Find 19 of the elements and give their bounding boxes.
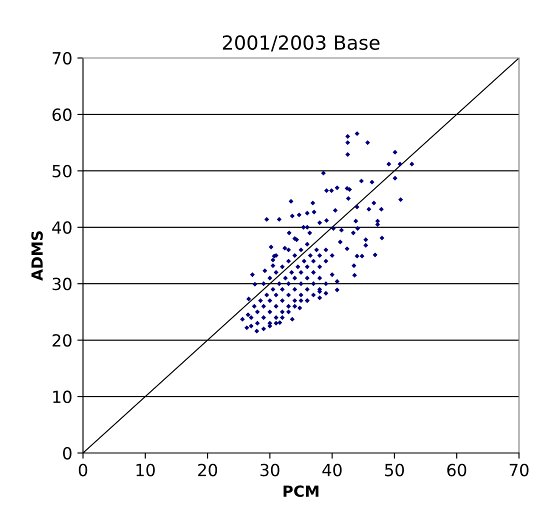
x-tick-label: 10 bbox=[136, 464, 155, 476]
x-tick-label: 20 bbox=[198, 464, 218, 476]
y-axis-title: ADMS bbox=[31, 231, 43, 281]
x-tick-label: 30 bbox=[260, 464, 280, 476]
x-tick-label: 40 bbox=[322, 464, 342, 476]
x-tick-label: 60 bbox=[447, 464, 466, 476]
x-tick-label: 50 bbox=[385, 464, 404, 476]
chart-title: 2001/2003 Base bbox=[222, 35, 380, 52]
x-axis-title: PCM bbox=[284, 485, 318, 497]
x-tick-label: 0 bbox=[78, 464, 88, 476]
y-tick-label: 30 bbox=[52, 278, 72, 290]
y-tick-label: 70 bbox=[52, 52, 72, 65]
y-tick-label: 40 bbox=[52, 221, 72, 234]
y-tick-label: 20 bbox=[52, 334, 72, 347]
y-tick-label: 10 bbox=[53, 390, 72, 404]
y-tick-label: 0 bbox=[63, 446, 72, 460]
x-tick-label: 70 bbox=[510, 464, 528, 476]
y-tick-label: 60 bbox=[52, 108, 72, 121]
y-tick-label: 50 bbox=[52, 164, 72, 178]
